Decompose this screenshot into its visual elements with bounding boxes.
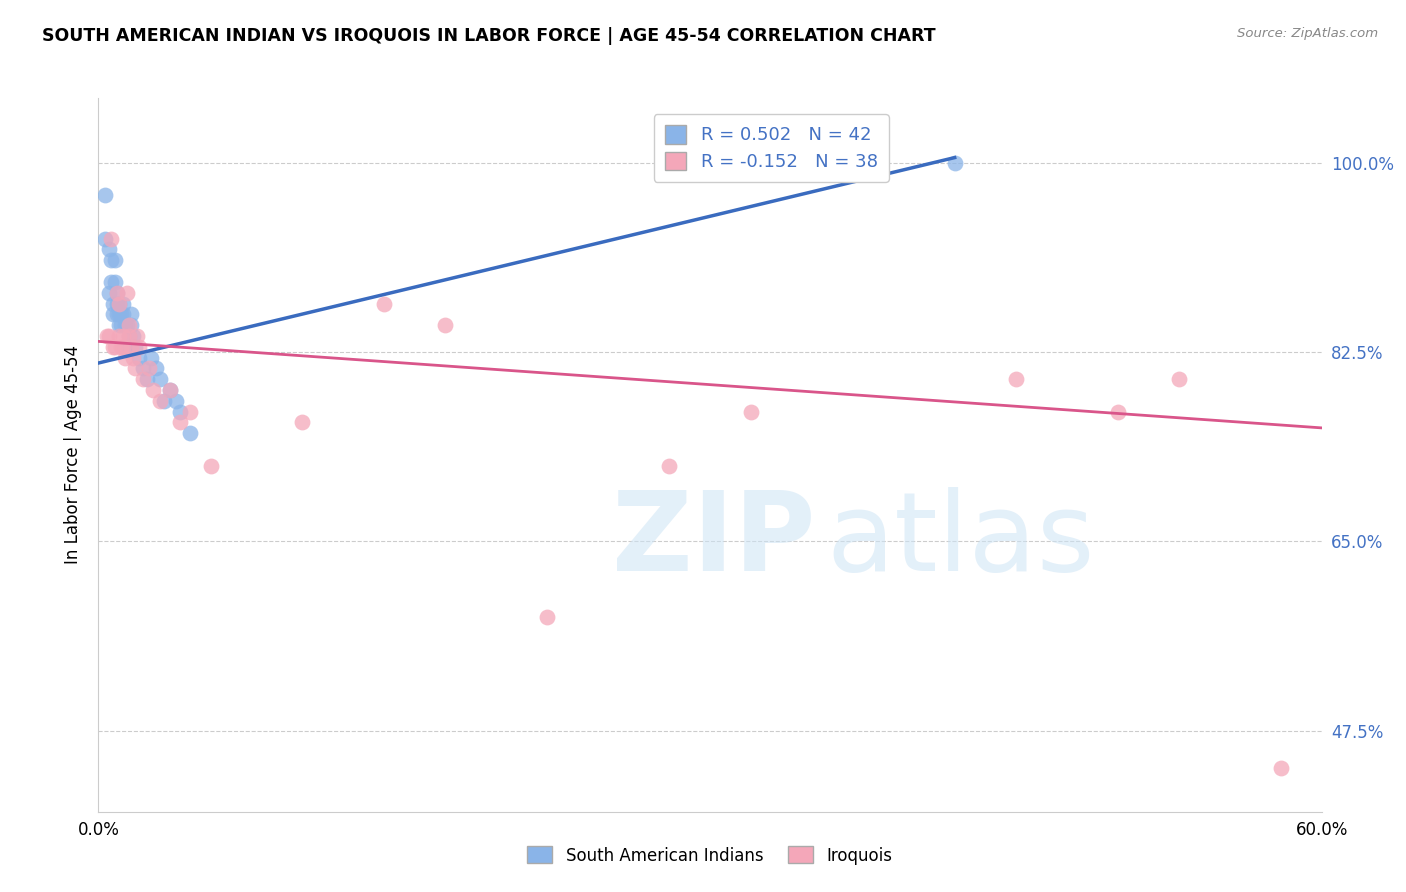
Point <box>120 307 142 321</box>
Point <box>200 458 222 473</box>
Point <box>108 307 131 321</box>
Point <box>149 393 172 408</box>
Point <box>108 296 131 310</box>
Point <box>118 340 141 354</box>
Point <box>114 340 136 354</box>
Point <box>118 318 141 333</box>
Point <box>105 285 128 300</box>
Point <box>120 318 142 333</box>
Point <box>132 372 155 386</box>
Point <box>159 383 181 397</box>
Point <box>536 610 558 624</box>
Point <box>122 351 145 365</box>
Point <box>105 307 128 321</box>
Point <box>1107 405 1129 419</box>
Point <box>128 340 150 354</box>
Text: atlas: atlas <box>827 487 1095 594</box>
Point <box>152 393 174 408</box>
Point <box>145 361 167 376</box>
Point <box>93 232 115 246</box>
Point <box>108 296 131 310</box>
Point <box>101 340 124 354</box>
Point <box>104 275 127 289</box>
Point <box>115 285 138 300</box>
Text: Source: ZipAtlas.com: Source: ZipAtlas.com <box>1237 27 1378 40</box>
Point <box>124 361 146 376</box>
Point <box>1167 372 1189 386</box>
Point <box>169 416 191 430</box>
Point <box>110 307 132 321</box>
Point <box>108 329 131 343</box>
Point <box>149 372 172 386</box>
Point <box>1270 762 1292 776</box>
Y-axis label: In Labor Force | Age 45-54: In Labor Force | Age 45-54 <box>63 345 82 565</box>
Point <box>124 340 146 354</box>
Point <box>93 188 115 202</box>
Point <box>169 405 191 419</box>
Point <box>740 405 762 419</box>
Text: ZIP: ZIP <box>612 487 815 594</box>
Point <box>1004 372 1026 386</box>
Point <box>104 253 127 268</box>
Point <box>104 340 127 354</box>
Point <box>108 318 131 333</box>
Point <box>142 383 165 397</box>
Point <box>111 329 134 343</box>
Point <box>862 156 884 170</box>
Point <box>120 340 142 354</box>
Point <box>179 405 201 419</box>
Point <box>127 329 149 343</box>
Point <box>128 351 150 365</box>
Point <box>132 361 155 376</box>
Point <box>118 329 141 343</box>
Point <box>105 285 128 300</box>
Point <box>100 253 122 268</box>
Point <box>96 329 118 343</box>
Point <box>111 340 134 354</box>
Point <box>100 275 122 289</box>
Point <box>136 372 159 386</box>
Point <box>101 296 124 310</box>
Point <box>111 296 134 310</box>
Point <box>434 318 457 333</box>
Point <box>291 416 314 430</box>
Point <box>114 351 136 365</box>
Point <box>141 351 163 365</box>
Point <box>97 329 120 343</box>
Point <box>165 393 187 408</box>
Point <box>118 329 141 343</box>
Point <box>97 285 120 300</box>
Point <box>658 458 681 473</box>
Point <box>114 318 136 333</box>
Point <box>100 232 122 246</box>
Text: SOUTH AMERICAN INDIAN VS IROQUOIS IN LABOR FORCE | AGE 45-54 CORRELATION CHART: SOUTH AMERICAN INDIAN VS IROQUOIS IN LAB… <box>42 27 936 45</box>
Point <box>111 307 134 321</box>
Point <box>110 340 132 354</box>
Point <box>97 243 120 257</box>
Point <box>179 426 201 441</box>
Point <box>138 361 160 376</box>
Point <box>110 318 132 333</box>
Point <box>115 318 138 333</box>
Point <box>101 307 124 321</box>
Point <box>105 296 128 310</box>
Point <box>159 383 181 397</box>
Point <box>943 156 966 170</box>
Point <box>373 296 395 310</box>
Legend: South American Indians, Iroquois: South American Indians, Iroquois <box>520 839 900 871</box>
Point <box>122 329 145 343</box>
